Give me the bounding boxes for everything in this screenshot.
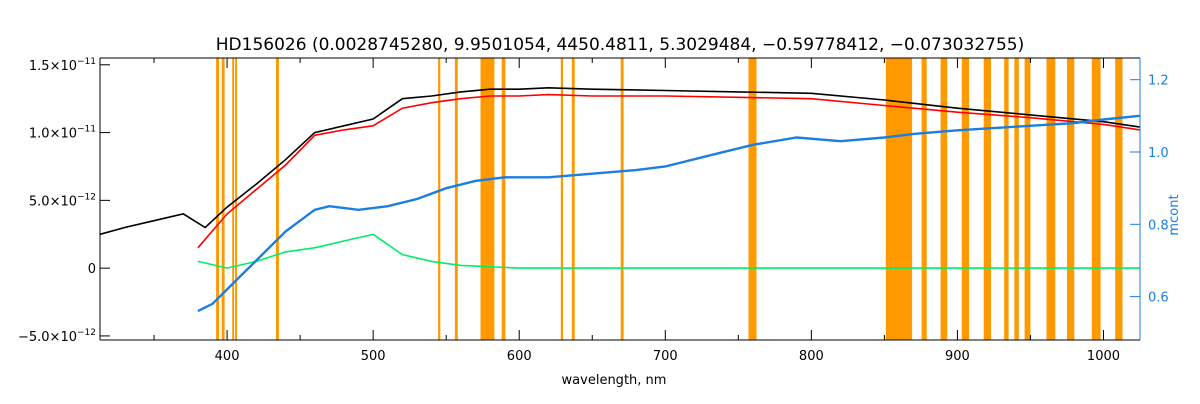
y-tick-label-right-1: 1.0	[1148, 146, 1169, 161]
masked-band-2	[232, 58, 235, 340]
masked-band-12	[748, 58, 757, 340]
x-tick-label-1000: 1000	[1087, 349, 1120, 364]
masked-band-10	[571, 58, 575, 340]
masked-regions	[216, 58, 1123, 340]
masked-band-23	[1091, 58, 1101, 340]
masked-band-4	[276, 58, 279, 340]
series-line-3	[197, 114, 1141, 313]
series-line-2	[197, 233, 1140, 269]
masked-band-21	[1046, 58, 1056, 340]
x-axis-label: wavelength, nm	[562, 373, 667, 388]
masked-band-18	[1004, 58, 1009, 340]
y-tick-label-left-0: 1.5×10−11	[29, 57, 96, 74]
y-tick-label-left-2: 5.0×10−12	[29, 192, 96, 209]
y-tick-label-left-1: 1.0×10−11	[29, 125, 96, 142]
y-tick-label-right-3: 0.6	[1148, 291, 1169, 306]
masked-band-1	[221, 58, 225, 340]
masked-band-20	[1024, 58, 1031, 340]
masked-band-19	[1014, 58, 1019, 340]
masked-band-5	[438, 58, 441, 340]
masked-band-0	[216, 58, 219, 340]
masked-band-11	[620, 58, 624, 340]
masked-band-17	[983, 58, 991, 340]
masked-band-22	[1067, 58, 1075, 340]
y-axis-right-label: mcont	[1167, 194, 1182, 235]
masked-band-8	[501, 58, 506, 340]
x-tick-label-800: 800	[799, 349, 824, 364]
x-tick-label-700: 700	[653, 349, 678, 364]
y-tick-label-left-3: 0	[88, 262, 96, 277]
masked-band-24	[1115, 58, 1123, 340]
masked-band-16	[961, 58, 970, 340]
y-tick-label-right-0: 1.2	[1148, 74, 1169, 89]
masked-band-14	[921, 58, 927, 340]
series-line-0	[99, 86, 1141, 236]
chart-title: HD156026 (0.0028745280, 9.9501054, 4450.…	[216, 35, 1024, 55]
spectrum-series	[99, 86, 1141, 313]
x-tick-label-400: 400	[215, 349, 240, 364]
masked-band-7	[480, 58, 495, 340]
x-tick-label-600: 600	[507, 349, 532, 364]
masked-band-6	[454, 58, 458, 340]
masked-band-13	[885, 58, 913, 340]
x-tick-label-900: 900	[945, 349, 970, 364]
axes: 400 500 600 700 800 900 1000 1.5×10−11 1.0×10−11…	[18, 57, 1169, 364]
masked-band-9	[560, 58, 563, 340]
masked-band-3	[235, 58, 237, 340]
y-tick-label-left-4: −5.0×10−12	[18, 328, 96, 345]
masked-band-15	[940, 58, 948, 340]
x-tick-label-500: 500	[361, 349, 386, 364]
series-line-1	[197, 93, 1141, 249]
y-tick-label-right-2: 0.8	[1148, 218, 1169, 233]
